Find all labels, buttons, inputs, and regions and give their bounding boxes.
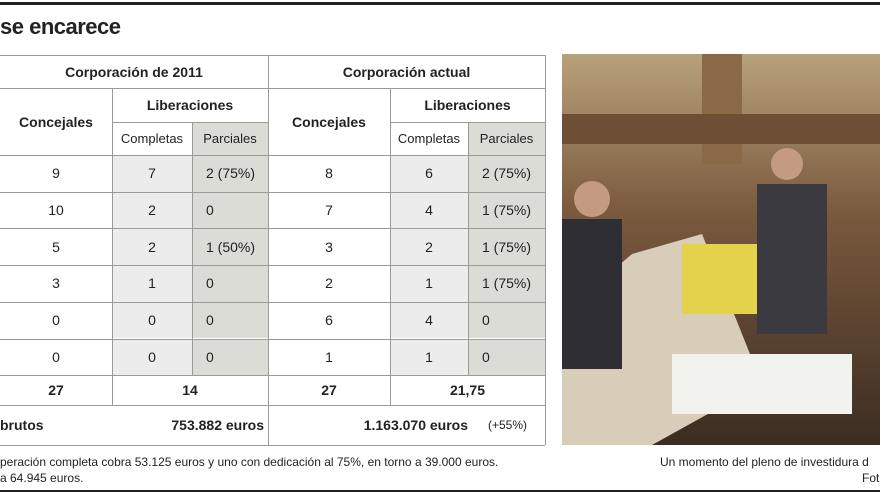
photo-caption: Fot (862, 471, 880, 485)
photo (562, 54, 880, 445)
rule (0, 228, 545, 230)
table-cell: 2 (112, 191, 192, 229)
rule (0, 55, 545, 56)
rule (390, 122, 545, 123)
rule (0, 155, 545, 156)
title: se encarece (0, 14, 121, 39)
table-cell: 10 (48, 202, 64, 219)
table-cell: 5 (52, 238, 60, 255)
table-cell: 1 (75%) (468, 265, 545, 302)
cost-value: 753.882 euros (171, 417, 264, 433)
cost-label: brutos (0, 417, 44, 433)
table-cell: 4 (390, 301, 468, 339)
table-cell: 0 (192, 191, 268, 229)
group-title: Corporación actual (342, 63, 471, 80)
table-cell: 0 (192, 338, 268, 376)
rule (0, 191, 545, 193)
table-cell: 0 (112, 301, 192, 339)
total-cell: 27 (321, 382, 337, 398)
table-cell: 1 (390, 265, 468, 302)
table-cell: 2 (325, 275, 333, 292)
rule (390, 88, 391, 405)
total-cell: 27 (48, 382, 64, 398)
cost-value: 1.163.070 euros (363, 417, 468, 433)
column-header: Liberaciones (424, 97, 511, 113)
table: Corporación de 2011 Concejales Liberacione… (0, 55, 546, 446)
table-cell: 2 (390, 228, 468, 266)
bottom-rule (0, 490, 880, 492)
rule (0, 265, 545, 267)
table-cell: 2 (112, 228, 192, 266)
total-cell: 21,75 (449, 382, 486, 398)
top-rule (0, 2, 880, 5)
table-cell: 0 (192, 301, 268, 339)
rule (112, 88, 113, 405)
table-cell: 8 (325, 165, 333, 182)
group-title: Corporación de 2011 (65, 63, 203, 80)
rule (0, 375, 545, 376)
table-cell: 0 (468, 301, 545, 339)
table-cell: 1 (325, 348, 333, 365)
table-cell: 4 (390, 191, 468, 229)
rule (0, 445, 545, 446)
table-cell: 0 (52, 348, 60, 365)
table-cell: 1 (75%) (468, 228, 545, 266)
table-cell: 6 (325, 312, 333, 329)
table-cell: 1 (390, 338, 468, 376)
footnote: peración completa cobra 53.125 euros y u… (0, 455, 499, 469)
rule (545, 55, 546, 445)
column-header: Completas (120, 131, 184, 146)
table-cell: 1 (112, 265, 192, 302)
table-cell: 2 (75%) (468, 155, 545, 192)
cost-change: (+55%) (487, 418, 528, 432)
table-cell: 1 (50%) (192, 228, 268, 266)
footnote: a 64.945 euros. (0, 471, 84, 485)
table-cell: 6 (390, 155, 468, 192)
table-cell: 0 (52, 312, 60, 329)
rule (0, 88, 545, 89)
photo-caption: Un momento del pleno de investidura d (660, 455, 869, 469)
column-header: Concejales (292, 113, 366, 130)
rule (112, 122, 268, 123)
table-cell: 2 (75%) (192, 155, 268, 192)
table-cell: 1 (75%) (468, 191, 545, 229)
column-header: Concejales (19, 113, 93, 130)
table-cell: 9 (52, 165, 60, 182)
table-cell: 3 (325, 238, 333, 255)
rule (0, 405, 545, 406)
column-header: Parciales (192, 122, 268, 155)
table-cell: 0 (468, 338, 545, 376)
column-header: Liberaciones (146, 97, 234, 113)
table-cell: 7 (112, 155, 192, 192)
total-cell: 14 (182, 382, 198, 398)
rule (0, 338, 545, 340)
column-header: Parciales (468, 122, 545, 155)
table-cell: 0 (112, 338, 192, 376)
rule (268, 55, 269, 445)
table-cell: 0 (192, 265, 268, 302)
table-cell: 7 (325, 202, 333, 219)
rule (468, 122, 469, 375)
rule (0, 301, 545, 303)
table-cell: 3 (52, 275, 60, 292)
rule (192, 122, 193, 375)
column-header: Completas (397, 131, 461, 146)
